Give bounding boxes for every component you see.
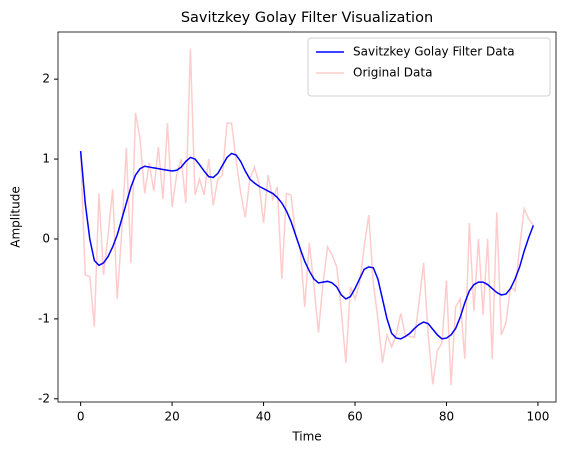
x-tick-label: 20: [164, 410, 179, 424]
plot-frame: [57, 31, 557, 403]
x-tick-label: 40: [256, 410, 271, 424]
legend-label: Savitzkey Golay Filter Data: [353, 45, 515, 59]
x-tick-label: 60: [347, 410, 362, 424]
y-tick-label: -2: [38, 391, 50, 405]
chart-title: Savitzkey Golay Filter Visualization: [181, 10, 433, 26]
x-tick-label: 0: [77, 410, 85, 424]
y-tick-label: -1: [38, 311, 50, 325]
y-tick-label: 2: [42, 72, 50, 86]
y-tick-label: 1: [42, 152, 50, 166]
legend-box: [307, 37, 551, 97]
x-axis-label: Time: [291, 430, 321, 444]
line-series: [79, 151, 535, 340]
y-axis-label: Amplitude: [9, 186, 23, 248]
x-tick-label: 100: [526, 410, 549, 424]
x-tick-label: 80: [439, 410, 454, 424]
legend-label: Original Data: [353, 66, 432, 80]
line-series: [79, 48, 534, 386]
legend: Savitzkey Golay Filter Data Original Data: [307, 37, 551, 97]
y-tick-label: 0: [42, 231, 50, 245]
